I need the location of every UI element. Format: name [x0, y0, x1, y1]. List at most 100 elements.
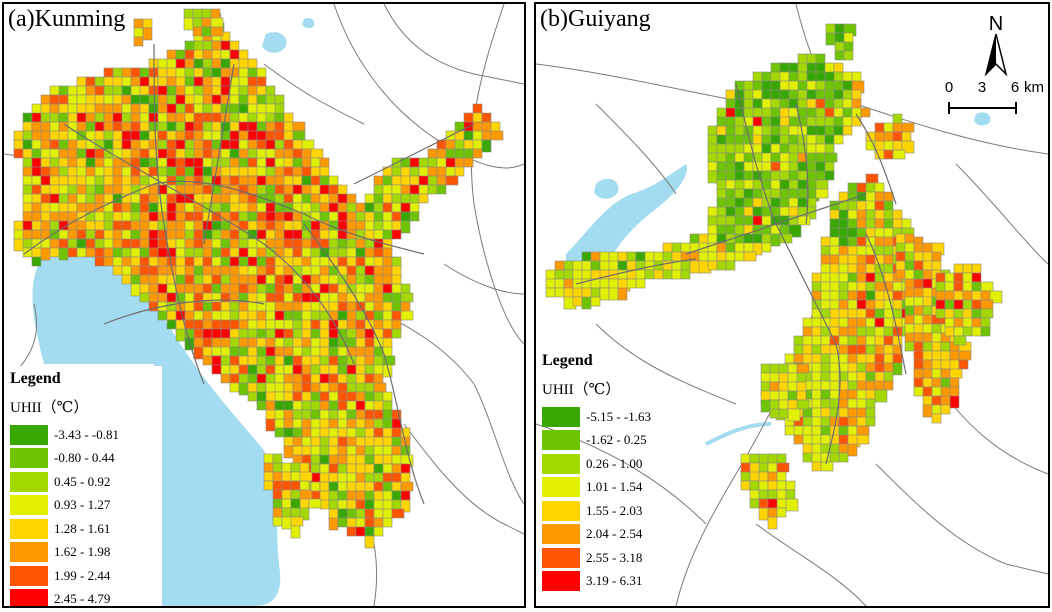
uhii-block — [427, 148, 438, 159]
uhii-block — [220, 76, 231, 87]
uhii-block — [892, 131, 903, 142]
uhii-block — [148, 202, 159, 213]
uhii-block — [310, 328, 321, 339]
uhii-block — [292, 337, 303, 348]
uhii-block — [310, 445, 321, 456]
uhii-block — [856, 254, 867, 265]
uhii-block — [22, 148, 33, 159]
uhii-block — [292, 400, 303, 411]
uhii-block — [743, 107, 754, 118]
uhii-block — [319, 292, 330, 303]
uhii-block — [308, 498, 322, 509]
uhii-block — [767, 516, 778, 530]
uhii-block — [944, 317, 955, 328]
uhii-block — [229, 148, 240, 159]
uhii-block — [184, 319, 195, 330]
uhii-block — [301, 391, 312, 402]
uhii-block — [824, 89, 835, 100]
uhii-block — [103, 157, 114, 168]
uhii-block — [847, 371, 858, 382]
uhii-block — [680, 269, 691, 280]
uhii-block — [301, 319, 312, 330]
uhii-block — [265, 319, 276, 330]
uhii-block — [346, 301, 357, 312]
uhii-block — [829, 389, 840, 400]
uhii-block — [301, 175, 312, 186]
uhii-block — [58, 184, 69, 195]
uhii-block — [373, 427, 384, 438]
uhii-block — [319, 202, 330, 213]
uhii-block — [802, 452, 813, 463]
uhii-block — [838, 434, 849, 445]
uhii-block — [139, 202, 150, 213]
uhii-block — [49, 211, 60, 222]
uhii-block — [815, 53, 826, 64]
uhii-block — [913, 251, 924, 262]
uhii-block — [364, 364, 375, 375]
lake-small — [302, 17, 315, 29]
uhii-block — [265, 202, 276, 213]
scale-unit: km — [1024, 79, 1044, 96]
uhii-block — [806, 98, 817, 109]
uhii-block — [274, 364, 285, 375]
uhii-block — [680, 242, 691, 253]
uhii-block — [758, 507, 769, 521]
uhii-block — [139, 94, 150, 105]
uhii-block — [274, 391, 285, 402]
uhii-block — [328, 292, 339, 303]
uhii-block — [211, 346, 222, 357]
uhii-block — [157, 220, 168, 231]
uhii-block — [67, 211, 78, 222]
uhii-block — [265, 112, 276, 123]
uhii-block — [373, 526, 384, 537]
uhii-block — [58, 157, 69, 168]
uhii-block — [778, 381, 789, 392]
uhii-block — [193, 211, 204, 222]
uhii-block — [184, 157, 195, 168]
uhii-block — [211, 76, 222, 87]
uhii-block — [175, 310, 186, 321]
uhii-block — [892, 209, 903, 220]
uhii-block — [265, 418, 276, 432]
uhii-block — [328, 499, 339, 510]
uhii-block — [922, 404, 933, 418]
uhii-block — [40, 211, 51, 222]
uhii-block — [328, 229, 339, 240]
legend-label: -5.15 - -1.63 — [586, 408, 651, 424]
uhii-block — [784, 353, 795, 364]
uhii-block — [716, 143, 727, 154]
uhii-block — [749, 498, 760, 509]
uhii-block — [716, 206, 727, 217]
uhii-block — [40, 112, 51, 123]
uhii-block — [758, 489, 769, 500]
uhii-block — [883, 245, 894, 256]
uhii-block — [779, 134, 790, 145]
uhii-block — [193, 58, 204, 69]
uhii-block — [238, 112, 249, 123]
uhii-block — [58, 229, 69, 240]
uhii-block — [310, 202, 321, 213]
uhii-block — [337, 202, 348, 213]
uhii-block — [49, 220, 60, 231]
uhii-block — [166, 229, 177, 240]
uhii-block — [788, 107, 799, 118]
legend-item: -0.80 - 0.44 — [10, 447, 156, 471]
uhii-block — [454, 139, 465, 150]
uhii-block — [427, 184, 438, 195]
uhii-block — [743, 215, 754, 226]
uhii-block — [346, 274, 357, 285]
uhii-block — [838, 335, 849, 346]
uhii-block — [175, 247, 186, 258]
uhii-block — [274, 166, 285, 177]
uhii-block — [49, 166, 60, 177]
uhii-block — [749, 480, 760, 491]
uhii-block — [346, 418, 357, 429]
uhii-block — [319, 229, 330, 240]
uhii-block — [184, 256, 195, 267]
uhii-block — [847, 281, 858, 292]
legend-item: -1.62 - 0.25 — [542, 429, 706, 453]
uhii-block — [319, 499, 330, 510]
uhii-block — [865, 353, 876, 364]
uhii-block — [265, 355, 276, 366]
uhii-block — [184, 49, 195, 60]
